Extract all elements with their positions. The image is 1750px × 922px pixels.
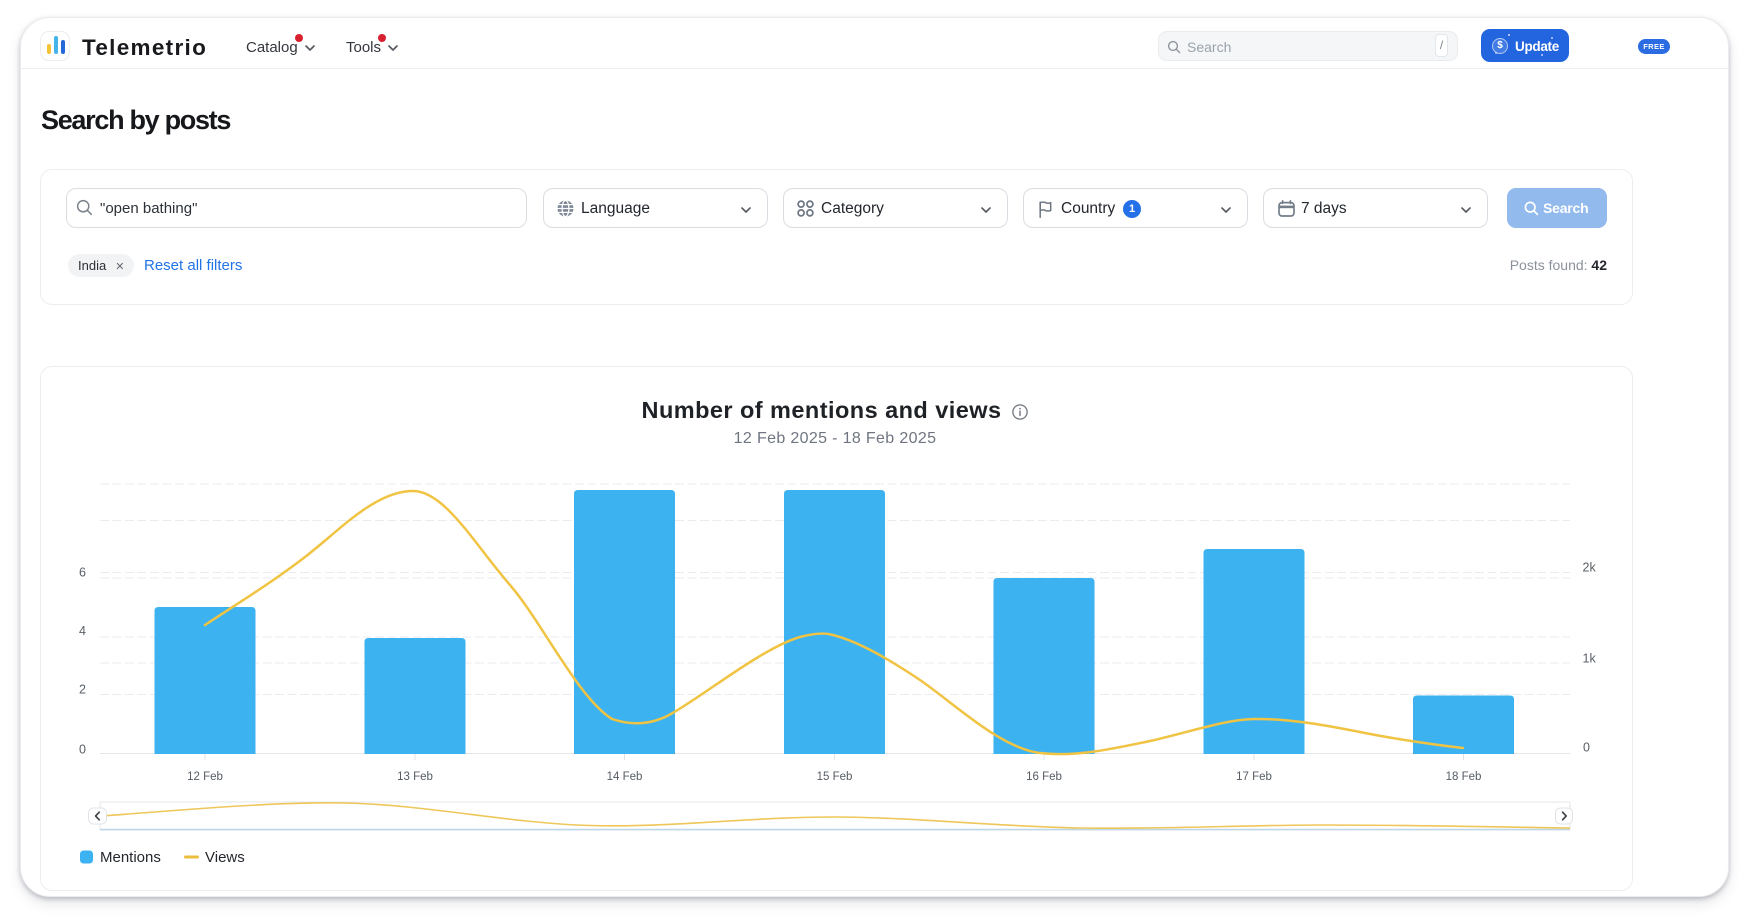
svg-text:15 Feb: 15 Feb [817, 771, 853, 783]
svg-text:2: 2 [79, 683, 86, 697]
svg-text:13 Feb: 13 Feb [397, 771, 433, 783]
svg-text:1k: 1k [1583, 652, 1597, 666]
svg-text:0: 0 [79, 743, 86, 757]
svg-text:12 Feb: 12 Feb [187, 771, 223, 783]
svg-text:4: 4 [79, 624, 86, 638]
svg-text:6: 6 [79, 566, 86, 580]
svg-text:17 Feb: 17 Feb [1236, 771, 1272, 783]
svg-text:18 Feb: 18 Feb [1446, 771, 1482, 783]
svg-text:16 Feb: 16 Feb [1026, 771, 1062, 783]
svg-text:0: 0 [1583, 741, 1590, 755]
svg-text:14 Feb: 14 Feb [607, 771, 643, 783]
svg-text:2k: 2k [1583, 561, 1597, 575]
